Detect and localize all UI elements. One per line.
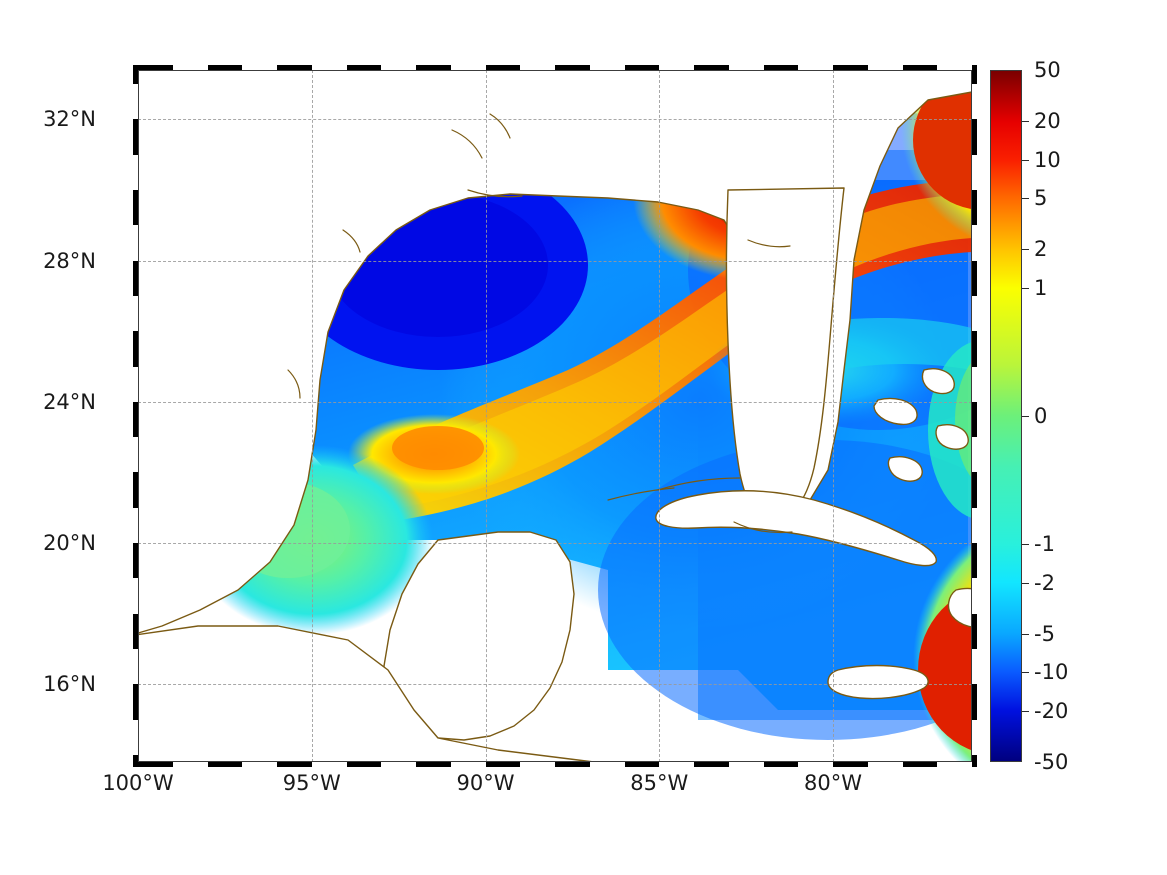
colorbar-tick-mark bbox=[1022, 582, 1029, 584]
frame-segment bbox=[485, 762, 521, 767]
frame-segment bbox=[972, 507, 977, 544]
frame-segment bbox=[972, 70, 977, 85]
frame-segment bbox=[138, 762, 173, 767]
frame-bottom bbox=[138, 762, 972, 767]
frame-segment bbox=[972, 260, 977, 296]
frame-segment bbox=[972, 719, 977, 755]
frame-segment bbox=[972, 84, 977, 120]
frame-segment bbox=[659, 762, 694, 767]
x-tick-label: 80°W bbox=[804, 771, 862, 795]
colorbar-tick-label: -5 bbox=[1034, 621, 1055, 646]
frame-segment bbox=[172, 762, 208, 767]
colorbar-tick-mark bbox=[1022, 249, 1029, 251]
frame-segment bbox=[972, 754, 977, 762]
y-tick-label: 28°N bbox=[43, 248, 96, 273]
frame-segment bbox=[694, 762, 729, 767]
x-tick-label: 90°W bbox=[456, 771, 515, 795]
colorbar-tick-label: -10 bbox=[1034, 660, 1069, 685]
frame-segment bbox=[311, 762, 347, 767]
frame-segment bbox=[416, 762, 451, 767]
colorbar-tick-label: 0 bbox=[1034, 404, 1048, 428]
frame-corner-tr bbox=[972, 65, 977, 70]
colorbar-tick-label: 2 bbox=[1034, 237, 1048, 262]
colorbar[interactable]: 50 20 10 5 2 1 0 -1 -2 -5 -10 -20 -50 bbox=[990, 58, 1068, 774]
frame-segment bbox=[450, 762, 486, 767]
colorbar-tick-mark bbox=[1022, 544, 1029, 546]
land-and-coastlines bbox=[138, 70, 972, 762]
frame-segment bbox=[972, 578, 977, 614]
colorbar-tick-label: 10 bbox=[1034, 147, 1061, 172]
frame-segment bbox=[346, 762, 382, 767]
colorbar-tick-mark bbox=[1022, 416, 1029, 417]
colorbar-tick-label: -2 bbox=[1034, 570, 1055, 595]
frame-corner-bl bbox=[133, 762, 138, 767]
frame-segment bbox=[972, 437, 977, 473]
frame-segment bbox=[937, 762, 972, 767]
frame-segment bbox=[972, 472, 977, 508]
colorbar-tick-mark bbox=[1022, 672, 1029, 674]
frame-segment bbox=[763, 762, 799, 767]
frame-corner-br bbox=[972, 762, 977, 767]
frame-segment bbox=[972, 366, 977, 402]
frame-segment bbox=[624, 762, 660, 767]
colorbar-tick-mark bbox=[1022, 159, 1029, 161]
colorbar-tick-mark bbox=[1022, 710, 1029, 712]
colorbar-tick-mark bbox=[1022, 121, 1029, 122]
frame-segment bbox=[972, 649, 977, 685]
frame-segment bbox=[589, 762, 625, 767]
y-tick-label: 16°N bbox=[43, 672, 96, 697]
y-tick-label: 24°N bbox=[43, 389, 96, 414]
colorbar-tick-label: -20 bbox=[1034, 698, 1069, 723]
frame-segment bbox=[972, 401, 977, 438]
colorbar-gradient-box bbox=[990, 70, 1022, 762]
colorbar-tick-label: 1 bbox=[1034, 275, 1048, 300]
frame-segment bbox=[972, 190, 977, 226]
colorbar-tick-mark bbox=[1022, 633, 1029, 635]
frame-segment bbox=[972, 331, 977, 367]
frame-segment bbox=[972, 684, 977, 720]
frame-segment bbox=[381, 762, 416, 767]
colorbar-tick-label: 20 bbox=[1034, 109, 1061, 133]
frame-segment bbox=[520, 762, 555, 767]
y-tick-label: 32°N bbox=[43, 107, 96, 132]
frame-segment bbox=[555, 762, 590, 767]
frame-segment bbox=[242, 762, 277, 767]
frame-segment bbox=[798, 762, 833, 767]
frame-segment bbox=[277, 762, 312, 767]
x-tick-label: 95°W bbox=[282, 771, 341, 795]
x-tick-label: 100°W bbox=[102, 771, 174, 795]
colorbar-tick-label: -50 bbox=[1034, 750, 1069, 774]
frame-segment bbox=[972, 295, 977, 332]
map-axes[interactable] bbox=[138, 70, 972, 762]
colorbar-tick-label: 50 bbox=[1034, 58, 1061, 82]
colorbar-gradient bbox=[991, 71, 1021, 761]
frame-segment bbox=[867, 762, 903, 767]
frame-segment bbox=[972, 119, 977, 155]
frame-right bbox=[972, 70, 977, 762]
colorbar-tick-label: -1 bbox=[1034, 532, 1055, 557]
frame-segment bbox=[972, 225, 977, 261]
frame-segment bbox=[972, 543, 977, 579]
colorbar-tick-mark bbox=[1022, 198, 1029, 200]
frame-segment bbox=[972, 154, 977, 191]
frame-segment bbox=[833, 762, 868, 767]
frame-segment bbox=[972, 613, 977, 649]
colorbar-tick-mark bbox=[1022, 287, 1029, 289]
frame-segment bbox=[728, 762, 764, 767]
y-tick-label: 20°N bbox=[43, 531, 96, 556]
frame-segment bbox=[902, 762, 938, 767]
frame-segment bbox=[207, 762, 243, 767]
x-tick-label: 85°W bbox=[630, 771, 689, 795]
colorbar-tick-label: 5 bbox=[1034, 186, 1048, 211]
